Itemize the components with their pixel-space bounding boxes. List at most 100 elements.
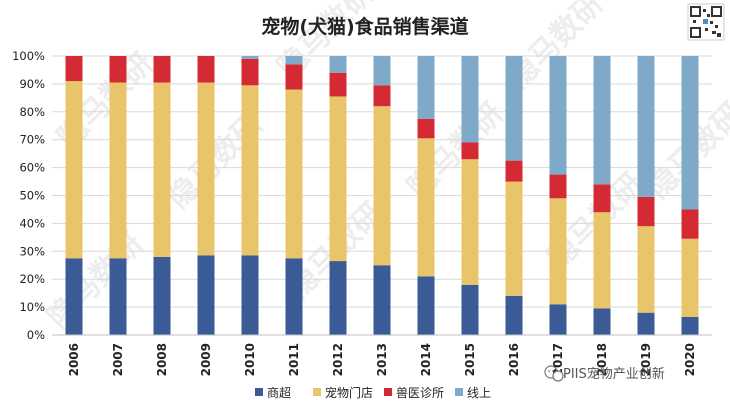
bar-segment [329, 56, 347, 73]
y-tick-label: 30% [19, 244, 45, 258]
bar-series [65, 56, 699, 335]
legend-swatch [455, 388, 463, 396]
legend-swatch [255, 388, 263, 396]
source-credit: PIIS宠物产业创新 [563, 366, 665, 382]
x-tick-label: 2007 [111, 343, 125, 376]
bar-segment [153, 56, 171, 83]
bar-segment [65, 81, 83, 259]
x-tick-label: 2009 [199, 343, 213, 376]
bar-segment [593, 56, 611, 185]
x-tick-label: 2012 [331, 343, 345, 376]
bar-segment [109, 258, 127, 335]
bar-segment [329, 261, 347, 335]
bar-segment [329, 96, 347, 262]
bar-segment [593, 212, 611, 309]
x-tick-label: 2006 [67, 343, 81, 376]
legend: 商超 宠物门店 兽医诊所 线上 [255, 385, 491, 400]
bar-segment [373, 85, 391, 107]
bar-segment [197, 56, 215, 83]
bar-segment [681, 238, 699, 317]
bar-segment [285, 258, 303, 335]
bar-segment [285, 56, 303, 65]
bar-segment [373, 106, 391, 266]
bar-segment [637, 56, 655, 197]
bar-segment [329, 72, 347, 97]
bar-segment [549, 304, 567, 335]
x-axis: 2006 2007 2008 2009 2010 2011 2012 2013 2014 2015… [52, 334, 712, 376]
watermark-text: 隐马数研 [41, 226, 151, 336]
bar-segment [285, 64, 303, 90]
bar-segment [593, 184, 611, 213]
y-tick-label: 80% [19, 105, 45, 119]
bar-segment [241, 85, 259, 256]
bar-segment [461, 284, 479, 335]
bar-segment [65, 56, 83, 82]
bar-segment [549, 198, 567, 305]
bar-segment [285, 89, 303, 259]
x-tick-label: 2016 [507, 343, 521, 376]
bar-segment [197, 82, 215, 256]
qr-code-icon [687, 3, 725, 41]
bar-segment [637, 226, 655, 313]
bar-segment [549, 56, 567, 175]
x-tick-label: 2010 [243, 343, 257, 376]
legend-label: 兽医诊所 [396, 386, 444, 400]
y-axis: 0% 10% 20% 30% 40% 50% 60% 70% 80% 90% 100% [12, 49, 45, 342]
bar-segment [549, 174, 567, 199]
x-tick-label: 2011 [287, 343, 301, 376]
bar-segment [637, 312, 655, 335]
bar-segment [241, 255, 259, 335]
watermark-text: 隐马数研 [401, 96, 511, 206]
legend-label: 宠物门店 [325, 385, 373, 400]
bar-segment [593, 308, 611, 335]
bar-segment [417, 138, 435, 277]
bar-segment [461, 142, 479, 160]
bar-segment [681, 316, 699, 335]
y-tick-label: 50% [19, 189, 45, 203]
bar-segment [65, 258, 83, 335]
legend-swatch [313, 388, 321, 396]
chart-title: 宠物(犬猫)食品销售渠道 [261, 15, 468, 38]
y-tick-label: 40% [19, 216, 45, 230]
x-tick-label: 2015 [463, 343, 477, 376]
y-tick-label: 20% [19, 272, 45, 286]
y-tick-label: 100% [12, 49, 45, 63]
bar-segment [681, 209, 699, 239]
y-tick-label: 70% [19, 133, 45, 147]
y-tick-label: 90% [19, 77, 45, 91]
bar-segment [153, 82, 171, 257]
y-tick-label: 10% [19, 300, 45, 314]
legend-label: 商超 [267, 385, 291, 400]
bar-segment [109, 82, 127, 259]
x-tick-label: 2008 [155, 343, 169, 376]
bar-segment [241, 58, 259, 86]
bar-segment [109, 56, 127, 83]
bar-segment [417, 276, 435, 335]
wechat-icon [544, 365, 564, 382]
bar-segment [505, 56, 523, 161]
x-tick-label: 2017 [551, 343, 565, 376]
bar-segment [681, 56, 699, 210]
bar-segment [461, 56, 479, 143]
bar-segment [505, 181, 523, 296]
bar-segment [197, 255, 215, 335]
bar-segment [505, 295, 523, 335]
y-tick-label: 60% [19, 161, 45, 175]
x-tick-label: 2014 [419, 343, 433, 376]
bar-segment [241, 56, 259, 59]
y-tick-label: 0% [27, 328, 45, 342]
x-tick-label: 2019 [639, 343, 653, 376]
bar-segment [373, 265, 391, 335]
bar-segment [417, 118, 435, 139]
legend-swatch [384, 388, 392, 396]
bar-segment [373, 56, 391, 86]
bar-segment [505, 160, 523, 182]
x-tick-label: 2020 [683, 343, 697, 376]
bar-segment [461, 159, 479, 285]
bar-segment [637, 196, 655, 227]
bar-segment [153, 256, 171, 335]
x-tick-label: 2018 [595, 343, 609, 376]
legend-label: 线上 [467, 386, 491, 400]
x-tick-label: 2013 [375, 343, 389, 376]
